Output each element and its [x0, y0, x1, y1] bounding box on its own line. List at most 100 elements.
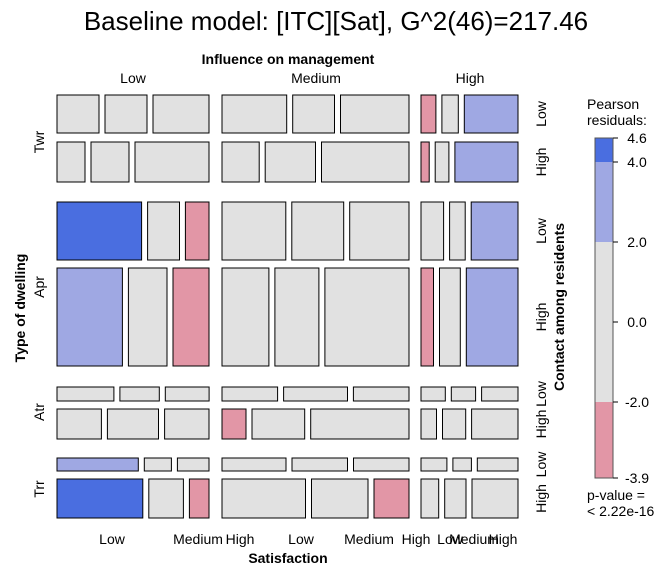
satisfaction-label-low-1: Low	[99, 531, 126, 547]
tile-atr-high-high-medium	[442, 408, 467, 440]
influence-label-low: Low	[120, 70, 147, 86]
legend-tick-label: 4.0	[627, 154, 647, 170]
tile-atr-high-low-high	[164, 408, 210, 440]
tile-trr-high-high-high	[471, 478, 519, 519]
p-value-line1: p-value =	[587, 487, 645, 503]
legend-title-line1: Pearson	[587, 96, 639, 112]
dwelling-label-trr: Trr	[31, 480, 47, 498]
tile-twr-low-low-low	[56, 94, 100, 134]
tile-twr-low-high-medium	[441, 94, 459, 134]
tile-apr-low-low-medium	[147, 201, 181, 261]
influence-label-high: High	[456, 70, 485, 86]
tile-apr-low-medium-low	[221, 201, 287, 261]
tile-apr-low-low-high	[184, 201, 210, 261]
tile-twr-high-high-low	[420, 141, 430, 183]
tile-atr-high-medium-medium	[251, 408, 306, 440]
tile-trr-high-high-medium	[444, 478, 467, 519]
mosaic-tiles	[56, 94, 519, 519]
tile-twr-high-medium-medium	[264, 141, 317, 183]
satisfaction-label-medium-3: Medium	[449, 531, 499, 547]
legend-ticks: 4.6 4.0 2.0 0.0 -2.0 -3.9	[613, 130, 649, 486]
tile-apr-low-low-low	[56, 201, 143, 261]
legend-tick-label: 0.0	[627, 314, 647, 330]
tile-twr-high-low-low	[56, 141, 86, 183]
tile-atr-high-high-low	[420, 408, 437, 440]
dwelling-label-apr: Apr	[31, 276, 47, 298]
tile-trr-low-low-high	[176, 457, 210, 472]
tile-apr-high-high-high	[465, 267, 519, 367]
tile-twr-high-medium-high	[321, 141, 410, 183]
tile-apr-high-medium-low	[221, 267, 270, 367]
satisfaction-label-medium-2: Medium	[344, 531, 394, 547]
tile-trr-low-high-medium	[452, 457, 472, 472]
contact-label-trr-high: High	[533, 484, 549, 513]
tile-apr-high-medium-high	[324, 267, 410, 367]
tile-trr-high-low-medium	[148, 478, 184, 519]
tile-trr-high-low-low	[56, 478, 144, 519]
tile-apr-low-medium-high	[349, 201, 410, 261]
satisfaction-label-high-3: High	[489, 531, 518, 547]
tile-trr-high-high-low	[420, 478, 440, 519]
contact-labels: Low High Low High Low High Low High	[533, 100, 549, 513]
tile-twr-low-low-medium	[104, 94, 148, 134]
tile-atr-low-low-high	[164, 386, 210, 402]
tile-atr-low-high-low	[420, 386, 446, 402]
legend-title-line2: residuals:	[587, 112, 647, 128]
tile-apr-high-medium-medium	[274, 267, 320, 367]
contact-label-atr-high: High	[533, 410, 549, 439]
satisfaction-label-low-2: Low	[288, 531, 315, 547]
contact-label-atr-low: Low	[533, 380, 549, 407]
tile-trr-high-medium-low	[221, 478, 306, 519]
tile-apr-low-medium-medium	[291, 201, 345, 261]
tile-twr-low-medium-high	[340, 94, 410, 134]
contact-label-apr-high: High	[533, 303, 549, 332]
tile-trr-low-high-high	[476, 457, 519, 472]
contact-label-trr-low: Low	[533, 451, 549, 478]
tile-apr-high-high-medium	[439, 267, 461, 367]
legend-tick-label: 2.0	[627, 234, 647, 250]
tile-atr-high-low-low	[56, 408, 102, 440]
tile-twr-low-high-low	[420, 94, 437, 134]
tile-atr-low-medium-low	[221, 386, 279, 402]
tile-trr-high-medium-medium	[311, 478, 369, 519]
tile-atr-high-high-high	[471, 408, 519, 440]
legend-tick-label: -3.9	[625, 470, 649, 486]
tile-twr-high-medium-low	[221, 141, 260, 183]
tile-atr-low-medium-high	[352, 386, 410, 402]
tile-twr-high-high-high	[454, 141, 519, 183]
legend-segment-strong-pos	[595, 138, 613, 162]
tile-atr-high-low-medium	[106, 408, 159, 440]
tile-apr-low-high-low	[420, 201, 445, 261]
top-axis-title: Influence on management	[202, 51, 375, 67]
tile-apr-high-high-low	[420, 267, 434, 367]
tile-atr-high-medium-low	[221, 408, 247, 440]
legend-segment-neg	[595, 402, 613, 478]
legend-bar-border	[594, 137, 614, 479]
legend-tick-label: 4.6	[627, 130, 647, 146]
tile-apr-high-low-medium	[127, 267, 168, 367]
tile-atr-low-low-low	[56, 386, 115, 402]
tile-atr-low-high-medium	[450, 386, 477, 402]
contact-label-apr-low: Low	[533, 217, 549, 244]
legend-color-bar	[594, 137, 614, 479]
contact-label-twr-high: High	[533, 148, 549, 177]
dwelling-label-twr: Twr	[31, 130, 47, 153]
tile-apr-low-high-medium	[449, 201, 466, 261]
tile-twr-high-low-medium	[90, 141, 130, 183]
satisfaction-label-high-1: High	[226, 531, 255, 547]
dwelling-label-atr: Atr	[31, 403, 47, 421]
satisfaction-label-low-3: Low	[437, 531, 464, 547]
tile-twr-low-medium-low	[221, 94, 288, 134]
tile-trr-low-high-low	[420, 457, 448, 472]
chart-title: Baseline model: [ITC][Sat], G^2(46)=217.…	[84, 6, 588, 36]
tile-trr-low-low-medium	[143, 457, 172, 472]
tile-atr-low-low-medium	[119, 386, 160, 402]
tile-trr-low-medium-low	[221, 457, 287, 472]
tile-atr-low-high-high	[481, 386, 519, 402]
tile-twr-low-medium-medium	[292, 94, 336, 134]
tile-atr-high-medium-high	[310, 408, 410, 440]
tile-twr-low-low-high	[152, 94, 210, 134]
tile-apr-low-high-high	[470, 201, 519, 261]
